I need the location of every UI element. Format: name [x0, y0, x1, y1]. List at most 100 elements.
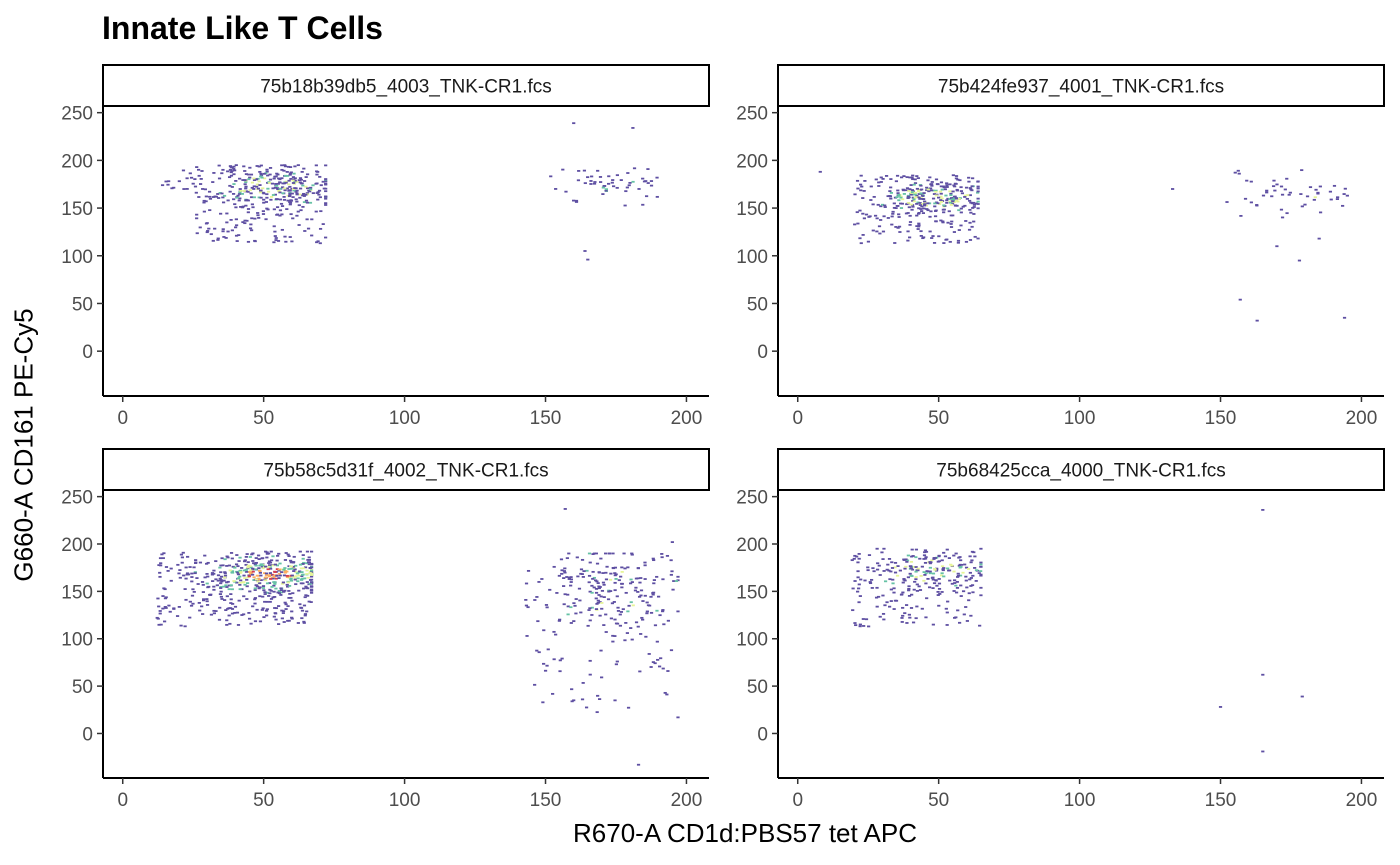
hexbin-cell	[280, 228, 284, 231]
hexbin-cell	[324, 187, 328, 190]
hexbin-cell	[855, 179, 860, 182]
hexbin-cell	[212, 172, 216, 174]
hexbin-cell	[631, 180, 635, 183]
hexbin-cell	[933, 568, 937, 571]
hexbin-cell	[906, 576, 911, 579]
hexbin-cell	[968, 578, 972, 581]
hexbin-cell	[924, 550, 929, 553]
hexbin-cell	[248, 571, 252, 573]
hexbin-cell	[238, 575, 242, 578]
hexbin-cell	[233, 169, 237, 172]
hexbin-cell	[619, 611, 624, 613]
hexbin-cell	[658, 614, 662, 617]
hexbin-cell	[867, 625, 871, 628]
hexbin-cell	[937, 555, 941, 558]
hexbin-cell	[229, 602, 233, 604]
hexbin-cell	[261, 587, 266, 589]
hexbin-cell	[614, 578, 618, 580]
hexbin-cell	[875, 605, 879, 608]
hexbin-cell	[158, 610, 162, 612]
hexbin-cell	[225, 595, 229, 598]
hexbin-cell	[879, 176, 883, 179]
hexbin-cell	[276, 188, 280, 191]
hexbin-cell	[188, 172, 192, 175]
hexbin-cell	[318, 242, 322, 245]
hexbin-cell	[248, 590, 252, 593]
hexbin-cell	[641, 618, 645, 621]
hexbin-cell	[908, 176, 912, 179]
hexbin-cell	[287, 555, 291, 557]
hexbin-cell	[245, 553, 249, 555]
hexbin-cell	[294, 564, 298, 567]
hexbin-cell	[262, 198, 266, 201]
hexbin-cell	[303, 614, 307, 617]
hexbin-cell	[190, 572, 194, 575]
hexbin-cell	[238, 581, 242, 584]
hexbin-cell	[279, 202, 284, 205]
hexbin-cell	[262, 201, 266, 204]
hexbin-cell	[298, 550, 302, 553]
hexbin-cell	[652, 582, 656, 585]
hexbin-cell	[284, 240, 288, 243]
hexbin-points	[160, 122, 659, 261]
hexbin-cell	[248, 166, 252, 169]
hexbin-cell	[596, 582, 600, 585]
hexbin-cell	[258, 620, 263, 623]
hexbin-cell	[890, 223, 894, 226]
hexbin-cell	[261, 607, 265, 610]
hexbin-cell	[286, 605, 290, 608]
hexbin-cell	[285, 171, 289, 173]
hexbin-cell	[288, 166, 293, 169]
hexbin-cell	[197, 601, 201, 604]
hexbin-cell	[655, 195, 659, 198]
hexbin-cell	[555, 592, 559, 594]
hexbin-cell	[905, 176, 909, 179]
hexbin-cell	[1237, 172, 1241, 175]
hexbin-cell	[295, 200, 299, 203]
hexbin-cell	[972, 220, 976, 223]
hexbin-cell	[248, 189, 252, 192]
hexbin-cell	[158, 612, 162, 615]
hexbin-cell	[569, 581, 573, 583]
hexbin-cell	[1316, 192, 1320, 195]
hexbin-cell	[280, 571, 284, 574]
hexbin-cell	[1280, 216, 1285, 219]
hexbin-cell	[238, 191, 242, 194]
hexbin-cell	[289, 171, 293, 174]
hexbin-cell	[275, 198, 280, 201]
hexbin-cell	[1335, 198, 1340, 201]
hexbin-cell	[298, 193, 302, 196]
hexbin-cell	[558, 670, 562, 673]
hexbin-cell	[218, 577, 222, 580]
hexbin-cell	[289, 596, 293, 599]
hexbin-cell	[976, 207, 980, 210]
hexbin-cell	[915, 214, 919, 217]
hexbin-cell	[882, 547, 886, 550]
hexbin-cell	[951, 190, 955, 193]
hexbin-cell	[930, 181, 934, 183]
hexbin-cell	[535, 649, 539, 652]
hexbin-cell	[230, 570, 235, 573]
hexbin-cell	[301, 184, 305, 187]
hexbin-cell	[924, 204, 929, 207]
hexbin-cell	[308, 572, 312, 574]
y-tick-label: 50	[747, 294, 768, 315]
hexbin-cell	[229, 584, 233, 587]
hexbin-points	[818, 169, 1349, 322]
hexbin-cell	[297, 571, 301, 574]
hexbin-cell	[283, 567, 287, 569]
hexbin-cell	[964, 579, 968, 582]
hexbin-cell	[916, 177, 920, 180]
hexbin-cell	[567, 576, 572, 579]
hexbin-cell	[300, 170, 304, 173]
hexbin-cell	[245, 582, 250, 585]
hexbin-cell	[868, 582, 873, 585]
hexbin-cell	[261, 557, 265, 560]
hexbin-cell	[976, 180, 980, 183]
hexbin-cell	[177, 572, 181, 575]
hexbin-cell	[905, 622, 909, 624]
hexbin-cell	[957, 209, 961, 212]
hexbin-cell	[280, 164, 284, 167]
hexbin-cell	[276, 240, 281, 242]
hexbin-cell	[279, 587, 283, 590]
